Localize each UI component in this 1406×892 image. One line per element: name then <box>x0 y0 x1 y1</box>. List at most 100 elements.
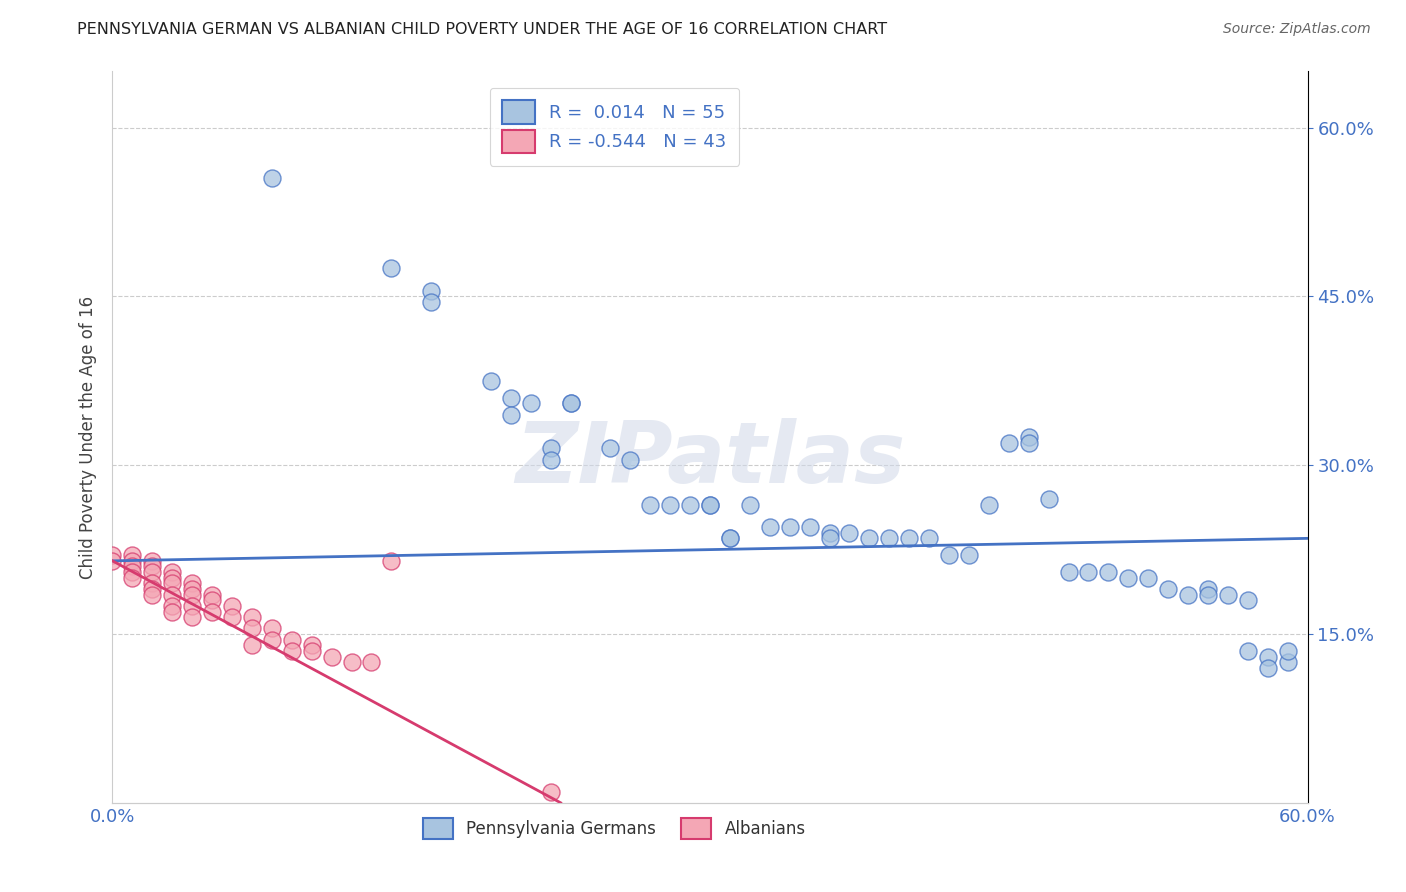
Point <box>1097 565 1119 579</box>
Point <box>181 610 204 624</box>
Point <box>1077 565 1099 579</box>
Point <box>1216 588 1239 602</box>
Point <box>380 261 402 276</box>
Point <box>818 525 841 540</box>
Point <box>699 498 721 512</box>
Point <box>321 649 343 664</box>
Point <box>1197 582 1219 596</box>
Point <box>162 588 183 602</box>
Point <box>420 295 443 310</box>
Point <box>240 610 263 624</box>
Point <box>1257 649 1279 664</box>
Point <box>718 532 741 546</box>
Point <box>1237 593 1260 607</box>
Point <box>540 442 562 456</box>
Point <box>141 588 163 602</box>
Text: ZIPatlas: ZIPatlas <box>515 417 905 500</box>
Point <box>281 644 304 658</box>
Point <box>938 548 960 562</box>
Point <box>1018 435 1040 450</box>
Point <box>121 565 143 579</box>
Point <box>1177 588 1199 602</box>
Point <box>141 559 163 574</box>
Point <box>141 554 163 568</box>
Point <box>201 588 224 602</box>
Point <box>340 655 363 669</box>
Point <box>659 498 682 512</box>
Point <box>1118 571 1140 585</box>
Point <box>201 605 224 619</box>
Point <box>977 498 1000 512</box>
Point <box>560 396 582 410</box>
Point <box>181 576 204 591</box>
Point <box>301 638 323 652</box>
Point <box>1157 582 1180 596</box>
Point <box>121 571 143 585</box>
Point <box>240 638 263 652</box>
Point <box>181 582 204 596</box>
Point <box>101 554 124 568</box>
Point <box>640 498 662 512</box>
Point <box>560 396 582 410</box>
Point <box>221 610 243 624</box>
Point <box>540 784 562 798</box>
Point <box>759 520 782 534</box>
Point <box>281 632 304 647</box>
Point <box>1237 644 1260 658</box>
Point <box>141 582 163 596</box>
Point <box>479 374 502 388</box>
Point <box>799 520 821 534</box>
Point <box>779 520 801 534</box>
Point <box>520 396 543 410</box>
Point <box>221 599 243 613</box>
Point <box>540 452 562 467</box>
Point <box>420 284 443 298</box>
Text: Source: ZipAtlas.com: Source: ZipAtlas.com <box>1223 22 1371 37</box>
Point <box>1257 661 1279 675</box>
Point <box>699 498 721 512</box>
Point <box>918 532 941 546</box>
Point <box>738 498 761 512</box>
Point <box>260 171 283 186</box>
Point <box>879 532 901 546</box>
Point <box>121 559 143 574</box>
Y-axis label: Child Poverty Under the Age of 16: Child Poverty Under the Age of 16 <box>79 295 97 579</box>
Point <box>360 655 382 669</box>
Legend: Pennsylvania Germans, Albanians: Pennsylvania Germans, Albanians <box>416 811 813 846</box>
Point <box>858 532 880 546</box>
Point <box>718 532 741 546</box>
Point <box>181 599 204 613</box>
Point <box>162 565 183 579</box>
Point <box>499 408 522 422</box>
Point <box>1197 588 1219 602</box>
Point <box>260 632 283 647</box>
Point <box>1137 571 1160 585</box>
Point <box>1057 565 1080 579</box>
Point <box>1277 644 1299 658</box>
Point <box>201 593 224 607</box>
Point <box>162 599 183 613</box>
Point <box>1277 655 1299 669</box>
Point <box>818 532 841 546</box>
Point <box>240 621 263 635</box>
Point <box>619 452 641 467</box>
Point <box>162 576 183 591</box>
Point <box>380 554 402 568</box>
Point <box>957 548 980 562</box>
Point <box>499 391 522 405</box>
Point <box>121 554 143 568</box>
Point <box>162 605 183 619</box>
Point <box>121 548 143 562</box>
Point <box>838 525 860 540</box>
Point <box>181 588 204 602</box>
Point <box>898 532 921 546</box>
Point <box>998 435 1021 450</box>
Point <box>599 442 621 456</box>
Point <box>1018 430 1040 444</box>
Point <box>260 621 283 635</box>
Text: PENNSYLVANIA GERMAN VS ALBANIAN CHILD POVERTY UNDER THE AGE OF 16 CORRELATION CH: PENNSYLVANIA GERMAN VS ALBANIAN CHILD PO… <box>77 22 887 37</box>
Point <box>101 548 124 562</box>
Point <box>141 565 163 579</box>
Point <box>141 576 163 591</box>
Point <box>1038 491 1060 506</box>
